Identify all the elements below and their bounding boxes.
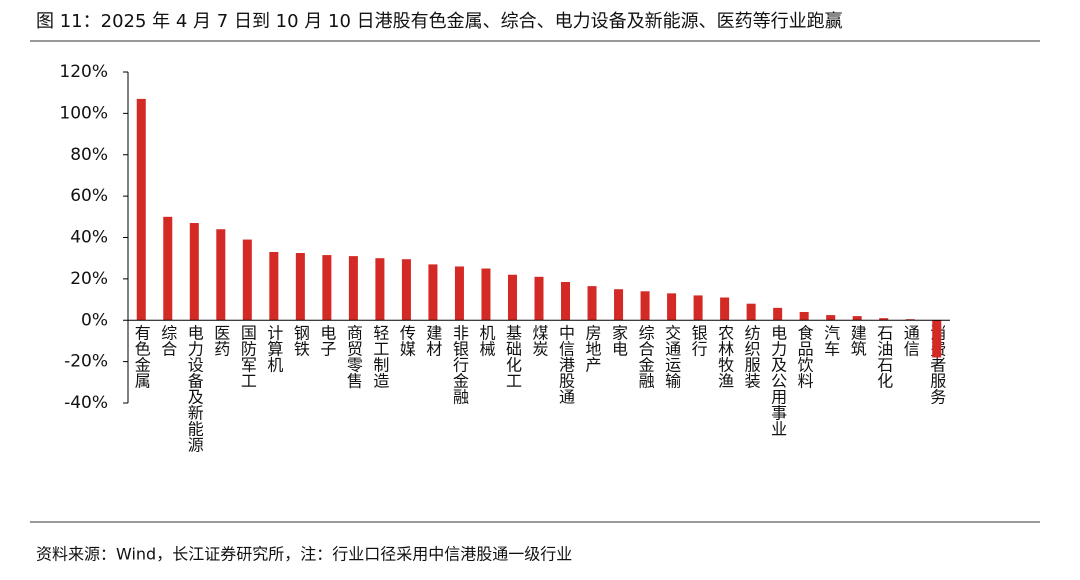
x-tick-label: 银行 — [689, 324, 708, 357]
x-tick-label: 计算机 — [264, 324, 283, 373]
bar — [587, 286, 597, 321]
y-tick-label: 120% — [59, 62, 108, 82]
x-tick-label: 汽车 — [821, 324, 840, 356]
bar — [905, 319, 915, 321]
x-tick-label: 房地产 — [583, 324, 602, 372]
x-tick-label: 农林牧渔 — [715, 324, 734, 388]
bar — [295, 253, 305, 321]
x-tick-label: 家电 — [609, 324, 628, 356]
x-tick-label: 综合 — [158, 324, 177, 356]
bar — [852, 316, 862, 321]
x-tick-label: 传媒 — [397, 324, 416, 356]
x-tick-label: 电力及公用事业 — [768, 324, 787, 436]
bar — [534, 276, 544, 321]
y-tick-label: -40% — [64, 393, 108, 413]
bar — [826, 315, 836, 321]
bar — [799, 311, 809, 321]
bar — [720, 297, 730, 321]
bar — [879, 318, 889, 321]
bar — [507, 274, 517, 321]
bar — [401, 259, 411, 321]
y-tick-label: 80% — [70, 145, 108, 165]
bar — [454, 266, 464, 321]
y-tick-label: 20% — [70, 269, 108, 289]
y-tick-label: 100% — [59, 103, 108, 123]
bar — [640, 291, 650, 321]
x-tick-label: 建材 — [423, 324, 442, 356]
bar — [216, 229, 226, 321]
bar — [348, 256, 358, 321]
bar — [773, 307, 783, 321]
x-tick-label: 石油石化 — [874, 324, 893, 388]
bar — [428, 264, 438, 321]
x-tick-label: 机械 — [476, 324, 495, 356]
y-tick-label: 60% — [70, 186, 108, 206]
x-tick-label: 非银行金融 — [450, 324, 469, 405]
bar — [269, 251, 279, 321]
x-tick-label: 中信港股通 — [556, 324, 575, 404]
bar — [561, 281, 571, 321]
x-tick-label: 综合金融 — [636, 324, 655, 389]
y-tick-label: 40% — [70, 228, 108, 248]
y-tick-label: -20% — [64, 352, 108, 372]
x-tick-label: 食品饮料 — [795, 324, 814, 388]
x-tick-label: 通信 — [901, 324, 920, 356]
bar — [614, 289, 624, 321]
source-note: 资料来源：Wind，长江证券研究所，注：行业口径采用中信港股通一级行业 — [36, 545, 572, 564]
x-tick-label: 纺织服装 — [742, 324, 761, 388]
x-tick-label: 国防军工 — [238, 324, 257, 388]
bar — [667, 293, 677, 321]
chart-title: 图 11：2025 年 4 月 7 日到 10 月 10 日港股有色金属、综合、… — [36, 10, 843, 32]
bar — [746, 303, 756, 321]
x-tick-label: 轻工制造 — [370, 324, 389, 388]
x-tick-label: 消费者服务 — [927, 324, 946, 405]
y-tick-label: 0% — [81, 310, 108, 330]
x-tick-label: 建筑 — [848, 324, 867, 356]
bar — [163, 216, 173, 321]
x-tick-label: 电力设备及新能源 — [185, 324, 204, 453]
x-tick-label: 电子 — [317, 324, 336, 356]
x-tick-label: 煤炭 — [530, 324, 549, 356]
bar — [322, 255, 332, 321]
bar — [136, 98, 146, 321]
x-tick-label: 医药 — [211, 324, 230, 357]
x-tick-label: 交通运输 — [662, 324, 681, 388]
bar — [932, 320, 942, 358]
x-tick-label: 基础化工 — [503, 324, 522, 388]
bar — [375, 258, 385, 321]
x-tick-label: 钢铁 — [291, 324, 310, 356]
x-tick-label: 有色金属 — [132, 324, 151, 388]
bar — [693, 295, 703, 321]
bar — [242, 239, 252, 321]
x-tick-label: 商贸零售 — [344, 324, 363, 388]
bar — [481, 268, 491, 321]
bar — [189, 223, 199, 321]
